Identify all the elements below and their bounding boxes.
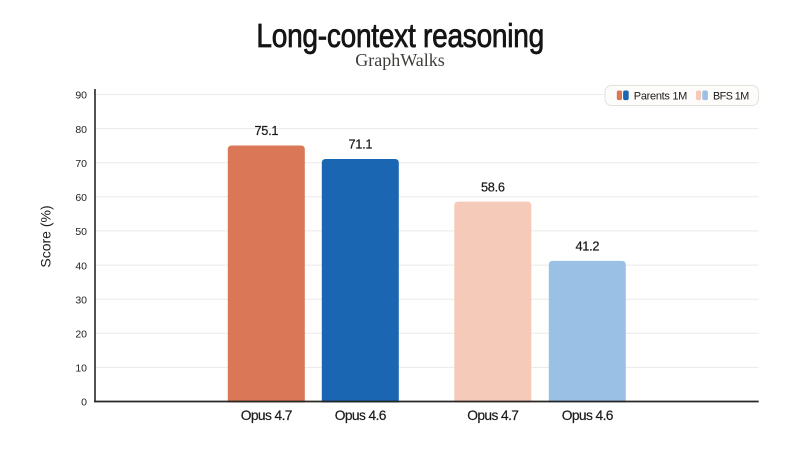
svg-text:Parents 1M: Parents 1M <box>634 90 687 102</box>
svg-text:Opus 4.6: Opus 4.6 <box>562 408 614 423</box>
svg-text:40: 40 <box>75 260 87 272</box>
svg-text:80: 80 <box>75 124 87 136</box>
svg-text:90: 90 <box>75 90 87 102</box>
svg-text:30: 30 <box>75 294 87 306</box>
svg-text:60: 60 <box>75 192 87 204</box>
svg-text:Opus 4.7: Opus 4.7 <box>467 408 518 423</box>
svg-text:58.6: 58.6 <box>481 179 505 194</box>
svg-text:BFS 1M: BFS 1M <box>713 90 749 102</box>
svg-text:41.2: 41.2 <box>575 239 599 254</box>
svg-text:71.1: 71.1 <box>348 137 372 152</box>
svg-text:Score (%): Score (%) <box>38 205 54 267</box>
svg-text:50: 50 <box>75 226 87 238</box>
svg-text:0: 0 <box>81 397 87 409</box>
svg-text:75.1: 75.1 <box>254 123 278 138</box>
svg-text:Opus 4.7: Opus 4.7 <box>241 408 292 423</box>
svg-text:10: 10 <box>75 363 87 375</box>
svg-text:70: 70 <box>75 158 87 170</box>
svg-text:Opus 4.6: Opus 4.6 <box>335 408 387 423</box>
svg-text:20: 20 <box>75 329 87 341</box>
